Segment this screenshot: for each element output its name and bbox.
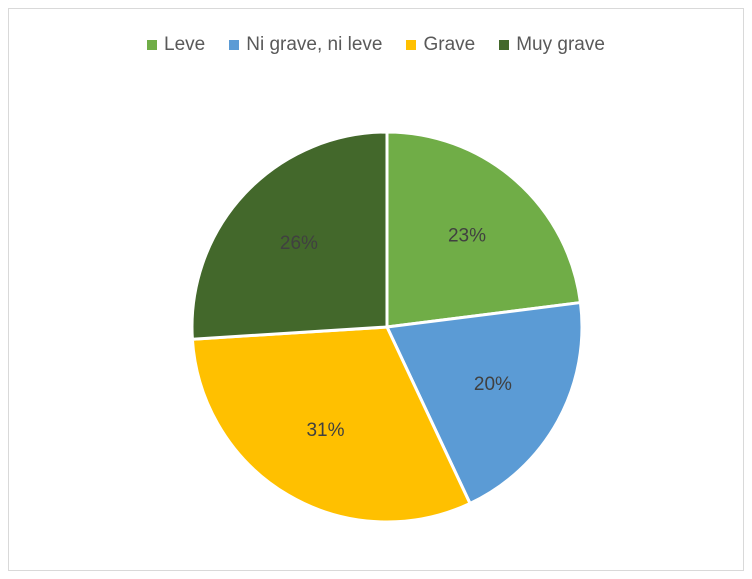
pie-slice-leve xyxy=(385,130,582,329)
data-label-leve: 23% xyxy=(448,225,486,246)
legend-label-grave: Grave xyxy=(423,34,476,55)
legend-label-muy-grave: Muy grave xyxy=(516,34,605,55)
legend-item-ni-grave-ni-leve: Ni grave, ni leve xyxy=(229,34,382,56)
legend: Leve Ni grave, ni leve Grave Muy grave xyxy=(0,34,752,56)
data-label-muy-grave: 26% xyxy=(280,233,318,254)
legend-label-ni-grave-ni-leve: Ni grave, ni leve xyxy=(246,34,383,55)
data-label-grave: 31% xyxy=(306,420,344,441)
legend-item-grave: Grave xyxy=(406,34,475,56)
data-label-ni-grave-ni-leve: 20% xyxy=(474,374,512,395)
pie-slice-muy-grave xyxy=(190,130,389,341)
pie-labels: 23% 20% 31% 26% xyxy=(280,225,512,441)
legend-swatch-muy-grave xyxy=(499,40,510,50)
legend-swatch-grave xyxy=(406,40,417,50)
legend-item-muy-grave: Muy grave xyxy=(499,34,605,56)
legend-item-leve: Leve xyxy=(147,34,205,56)
legend-swatch-ni-grave-ni-leve xyxy=(229,40,240,50)
pie-slice-ni-grave-ni-leve xyxy=(385,301,584,505)
legend-label-leve: Leve xyxy=(164,34,206,55)
pie-slices xyxy=(190,130,584,524)
legend-swatch-leve xyxy=(147,40,158,50)
pie-slice-grave xyxy=(190,325,472,524)
